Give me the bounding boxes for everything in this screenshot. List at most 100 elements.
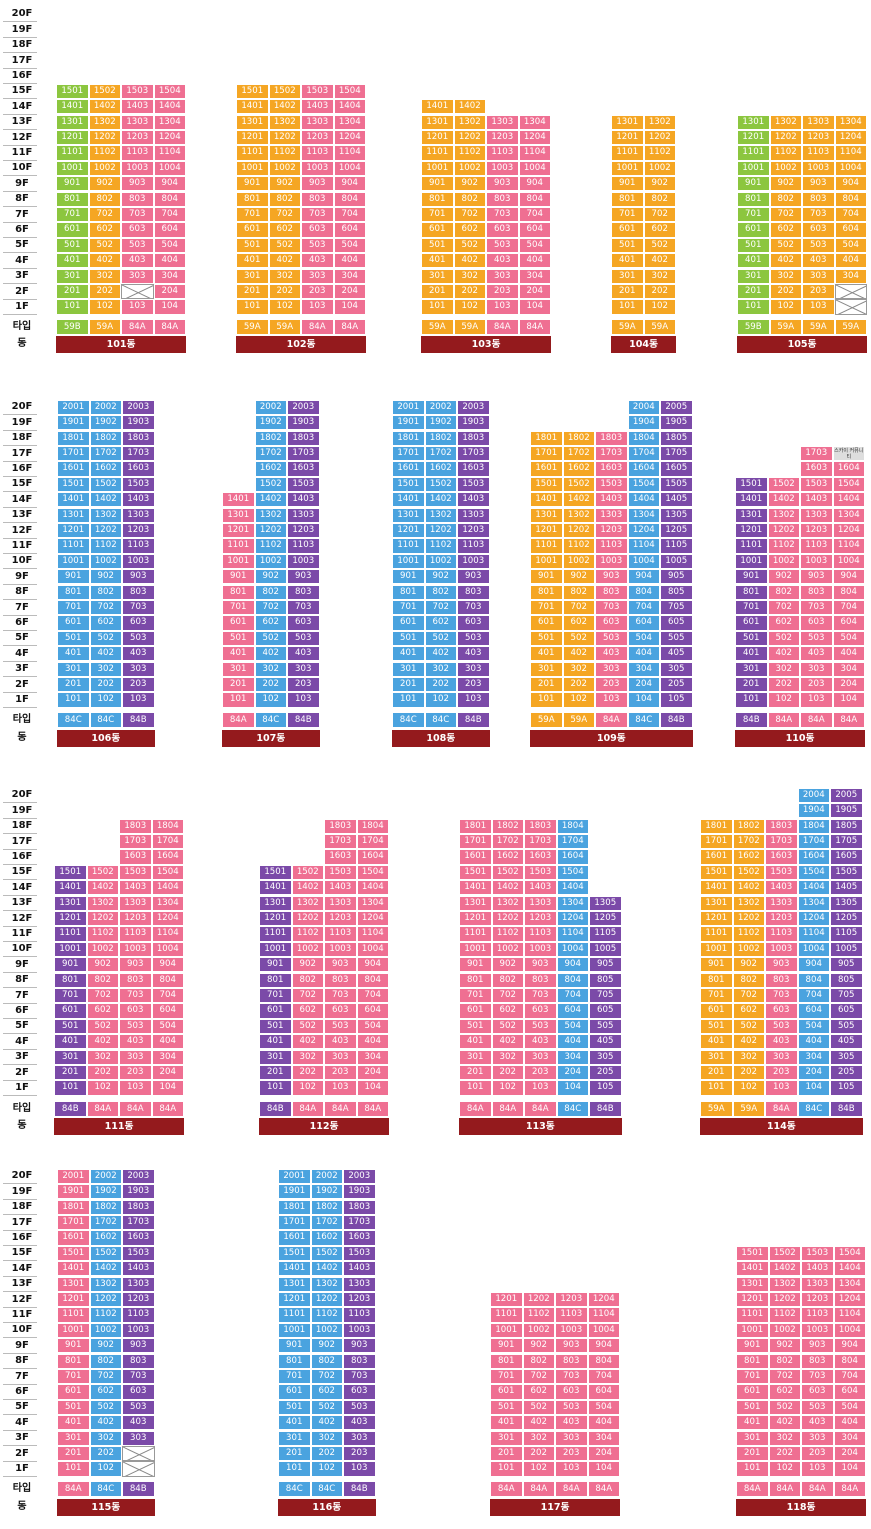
unit-cell: 801 xyxy=(54,972,87,988)
unit-cell: 701 xyxy=(57,599,90,616)
unit-cell: 1003 xyxy=(524,941,557,958)
floor-label-10f: 10F xyxy=(11,162,33,174)
unit-type-cell: 84B xyxy=(287,712,320,728)
unit-cell: 304 xyxy=(356,1049,389,1065)
unit-cell: 1001 xyxy=(259,941,292,958)
unit-cell: 301 xyxy=(57,1430,90,1446)
unit-cell: 903 xyxy=(765,957,798,973)
unit-cell: 1001 xyxy=(737,160,770,177)
unit-cell: 1702 xyxy=(89,1214,122,1231)
unit-cell: 104 xyxy=(832,692,865,708)
unit-cell: 1401 xyxy=(736,1261,769,1277)
unit-cell: 1303 xyxy=(343,1276,376,1292)
unit-cell: 902 xyxy=(254,569,287,585)
floor-label-14f: 14F xyxy=(11,493,33,505)
unit-cell: 102 xyxy=(522,1461,555,1477)
unit-cell: 201 xyxy=(259,1064,292,1081)
unit-cell: 1001 xyxy=(278,1322,311,1339)
unit-cell: 1201 xyxy=(392,522,425,539)
unit-cell: 901 xyxy=(278,1338,311,1354)
unit-cell: 302 xyxy=(254,661,287,677)
unit-cell: 102 xyxy=(643,299,676,315)
unit-cell: 901 xyxy=(421,176,454,192)
unit-cell: 401 xyxy=(736,1415,769,1431)
floor-label-2f: 2F xyxy=(15,678,29,690)
unit-cell: 1003 xyxy=(324,941,357,958)
unit-cell: 703 xyxy=(121,206,154,223)
unit-cell: 1202 xyxy=(86,910,119,927)
unit-cell: 402 xyxy=(89,1415,122,1431)
unit-cell: 1304 xyxy=(832,507,865,523)
unit-cell: 1505 xyxy=(660,476,693,493)
unit-cell: 904 xyxy=(356,957,389,973)
crossed-box-icon xyxy=(834,299,867,315)
unit-cell: 203 xyxy=(457,676,490,693)
unit-cell: 501 xyxy=(57,1399,90,1416)
unit-cell: 402 xyxy=(768,1415,801,1431)
unit-cell: 1104 xyxy=(356,926,389,942)
unit-cell: 1102 xyxy=(310,1307,343,1323)
unit-cell: 501 xyxy=(490,1399,523,1416)
unit-cell: 1301 xyxy=(611,114,644,130)
floor-divider xyxy=(3,1399,37,1400)
unit-cell: 901 xyxy=(530,569,563,585)
floor-divider xyxy=(3,1229,37,1231)
unit-cell: 102 xyxy=(86,1080,119,1096)
unit-cell: 301 xyxy=(421,268,454,284)
unit-cell: 1001 xyxy=(222,553,255,570)
unit-cell: 701 xyxy=(57,1368,90,1385)
unit-cell: 1802 xyxy=(491,818,524,834)
unit-cell: 402 xyxy=(310,1415,343,1431)
unit-cell: 1103 xyxy=(555,1307,588,1323)
unit-type-cell: 59A xyxy=(562,712,595,728)
unit-cell: 1302 xyxy=(732,895,765,911)
unit-cell: 1304 xyxy=(833,1276,866,1292)
floor-label-9f: 9F xyxy=(15,1339,29,1351)
unit-cell: 902 xyxy=(768,1338,801,1354)
unit-cell: 301 xyxy=(56,268,89,284)
unit-cell: 503 xyxy=(287,630,320,647)
unit-cell: 1001 xyxy=(236,160,269,177)
unit-cell: 801 xyxy=(490,1353,523,1369)
unit-cell: 105 xyxy=(830,1080,863,1096)
unit-cell: 1302 xyxy=(89,1276,122,1292)
unit-cell: 1403 xyxy=(343,1261,376,1277)
unit-cell: 1701 xyxy=(530,445,563,462)
unit-cell: 102 xyxy=(89,1461,122,1477)
floor-label-18f: 18F xyxy=(11,432,33,444)
unit-cell: 803 xyxy=(765,972,798,988)
unit-cell: 802 xyxy=(86,972,119,988)
unit-cell: 1805 xyxy=(660,430,693,446)
unit-cell: 202 xyxy=(310,1445,343,1462)
unit-cell: 901 xyxy=(459,957,492,973)
unit-cell: 601 xyxy=(57,615,90,631)
unit-cell: 1603 xyxy=(122,461,155,477)
unit-cell: 701 xyxy=(700,987,733,1004)
unit-cell: 203 xyxy=(595,676,628,693)
unit-cell: 301 xyxy=(54,1049,87,1065)
unit-cell: 603 xyxy=(287,615,320,631)
unit-cell: 502 xyxy=(732,1018,765,1035)
unit-cell: 505 xyxy=(589,1018,622,1035)
unit-cell: 603 xyxy=(486,222,519,238)
unit-cell: 503 xyxy=(122,630,155,647)
unit-cell: 403 xyxy=(119,1034,152,1050)
unit-cell: 703 xyxy=(800,599,833,616)
unit-cell: 1903 xyxy=(457,415,490,431)
unit-cell: 1602 xyxy=(732,849,765,865)
unit-cell: 1104 xyxy=(834,145,867,161)
unit-type-cell: 59B xyxy=(737,319,770,335)
unit-cell: 904 xyxy=(556,957,589,973)
unit-cell: 401 xyxy=(222,646,255,662)
unit-cell: 804 xyxy=(556,972,589,988)
unit-type-cell: 84A xyxy=(736,1481,769,1497)
unit-cell: 601 xyxy=(56,222,89,238)
unit-cell: 603 xyxy=(457,615,490,631)
unit-cell: 1001 xyxy=(490,1322,523,1339)
unit-cell: 2003 xyxy=(457,399,490,416)
unit-cell: 1203 xyxy=(765,910,798,927)
unit-cell: 1702 xyxy=(562,445,595,462)
unit-cell: 1302 xyxy=(768,1276,801,1292)
unit-cell: 1701 xyxy=(392,445,425,462)
unit-cell: 1103 xyxy=(324,926,357,942)
